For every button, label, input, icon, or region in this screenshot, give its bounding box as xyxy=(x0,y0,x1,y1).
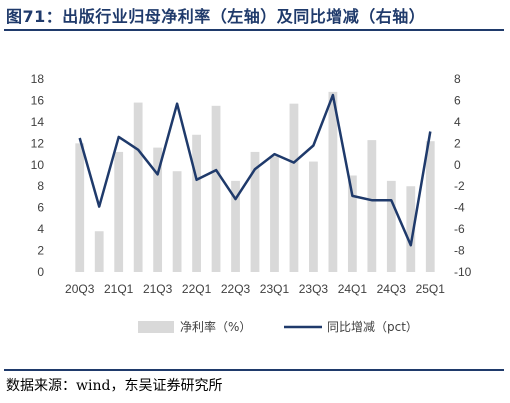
bar-21Q1 xyxy=(114,151,124,272)
bar-23Q1 xyxy=(270,156,279,272)
right-tick-label: -10 xyxy=(454,265,472,279)
left-tick-label: 12 xyxy=(31,136,45,150)
x-tick-label: 25Q1 xyxy=(416,282,446,296)
right-tick-label: 2 xyxy=(454,136,461,150)
x-tick-label: 20Q3 xyxy=(65,282,95,296)
left-tick-label: 10 xyxy=(31,158,45,172)
right-tick-label: -2 xyxy=(454,179,465,193)
left-tick-label: 18 xyxy=(31,72,45,86)
right-tick-label: -6 xyxy=(454,222,465,236)
title-rule xyxy=(4,29,504,31)
legend: 净利率（%） 同比增减（pct） xyxy=(138,319,418,334)
bar-22Q1 xyxy=(192,134,201,272)
x-tick-label: 23Q1 xyxy=(260,282,290,296)
source-note: 数据来源：wind，东吴证券研究所 xyxy=(6,378,223,394)
right-tick-label: 0 xyxy=(454,158,461,172)
bar-22Q4 xyxy=(250,151,260,272)
left-tick-label: 8 xyxy=(37,179,44,193)
right-tick-label: 6 xyxy=(454,93,461,107)
bar-series xyxy=(75,91,435,273)
x-axis-ticks: 20Q3 21Q1 21Q3 22Q1 22Q3 23Q1 23Q3 24Q1 24Q3 25Q1 xyxy=(65,282,445,296)
right-axis-ticks: -10 -8 -6 -4 -2 0 2 4 6 8 xyxy=(454,72,472,279)
left-tick-label: 2 xyxy=(37,244,44,258)
bar-24Q3 xyxy=(386,180,396,272)
left-axis-ticks: 0 2 4 6 8 10 12 14 16 18 xyxy=(31,72,45,279)
bar-20Q3 xyxy=(75,143,85,272)
left-tick-label: 6 xyxy=(37,201,44,215)
source-rule xyxy=(4,369,504,371)
left-tick-label: 4 xyxy=(37,222,44,236)
bar-25Q1 xyxy=(425,141,435,272)
bar-20Q4 xyxy=(94,231,104,272)
legend-swatch-bar xyxy=(138,321,174,333)
legend-label-bar: 净利率（%） xyxy=(180,319,251,334)
x-tick-label: 22Q1 xyxy=(182,282,212,296)
bar-24Q1 xyxy=(347,175,357,272)
bar-21Q3 xyxy=(153,147,163,272)
x-tick-label: 24Q3 xyxy=(377,282,407,296)
line-series xyxy=(78,93,432,247)
right-tick-label: -8 xyxy=(454,244,465,258)
bar-23Q3 xyxy=(309,161,318,272)
bar-21Q2 xyxy=(133,102,143,272)
left-tick-label: 14 xyxy=(31,115,45,129)
bar-24Q4 xyxy=(406,186,416,272)
x-tick-label: 24Q1 xyxy=(338,282,368,296)
legend-label-line: 同比增减（pct） xyxy=(327,320,418,334)
bar-23Q4 xyxy=(328,91,338,272)
bar-21Q4 xyxy=(172,171,182,272)
bar-23Q2 xyxy=(289,103,299,273)
x-tick-label: 21Q3 xyxy=(143,282,173,296)
x-tick-label: 23Q3 xyxy=(299,282,329,296)
right-tick-label: 8 xyxy=(454,72,461,86)
right-tick-label: 4 xyxy=(454,115,461,129)
right-tick-label: -4 xyxy=(454,201,465,215)
bar-24Q2 xyxy=(367,140,377,272)
left-tick-label: 0 xyxy=(37,265,44,279)
x-tick-label: 22Q3 xyxy=(221,282,251,296)
bar-22Q2 xyxy=(211,105,221,272)
figure-title: 图71：出版行业归母净利率（左轴）及同比增减（右轴） xyxy=(6,7,426,26)
x-tick-label: 21Q1 xyxy=(104,282,134,296)
bar-22Q3 xyxy=(231,180,240,272)
left-tick-label: 16 xyxy=(31,93,45,107)
